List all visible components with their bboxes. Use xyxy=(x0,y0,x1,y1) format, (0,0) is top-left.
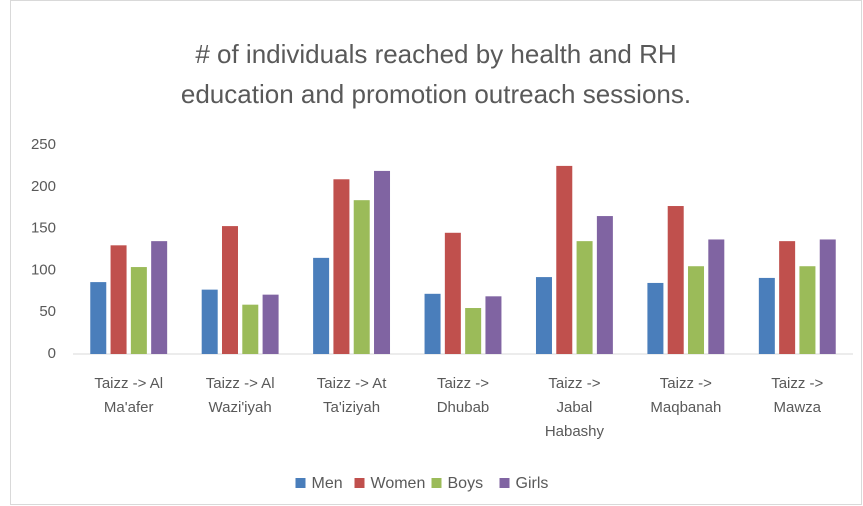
y-tick-label: 0 xyxy=(48,345,56,362)
bar xyxy=(313,257,330,354)
y-tick-label: 200 xyxy=(31,178,56,195)
bar xyxy=(465,308,482,354)
bar xyxy=(221,226,238,354)
bar xyxy=(647,282,664,354)
bar xyxy=(708,239,725,354)
legend-swatch xyxy=(431,478,442,488)
bar xyxy=(485,296,502,354)
bar xyxy=(424,293,441,354)
x-tick-label: Taizz -> Dhubab xyxy=(437,375,490,416)
y-tick-label: 100 xyxy=(31,261,56,278)
bar xyxy=(353,200,370,354)
bar xyxy=(90,282,107,354)
bar xyxy=(667,206,684,354)
bar xyxy=(110,245,127,354)
bar xyxy=(799,266,816,354)
bar xyxy=(333,179,350,354)
bar xyxy=(242,304,259,354)
bar xyxy=(556,165,573,354)
x-tick-label: Taizz -> Jabal Habashy xyxy=(545,375,605,440)
bar xyxy=(151,241,168,354)
bar xyxy=(374,170,391,354)
bar xyxy=(444,232,461,354)
bar xyxy=(130,267,147,354)
bar xyxy=(262,294,279,354)
x-tick-label: Taizz -> Maqbanah xyxy=(650,375,721,416)
legend-swatch xyxy=(354,478,365,488)
bar xyxy=(535,277,552,354)
y-tick-label: 150 xyxy=(31,220,56,237)
legend-label: Women xyxy=(371,475,426,492)
legend-swatch xyxy=(499,478,510,488)
bar xyxy=(688,266,705,354)
bar xyxy=(758,277,775,354)
x-tick-label: Taizz -> Mawza xyxy=(771,375,823,416)
bar xyxy=(819,239,836,354)
bar xyxy=(779,241,796,354)
x-tick-label: Taizz -> Al Wazi'iyah xyxy=(206,375,275,416)
bar xyxy=(576,241,593,354)
legend-swatch xyxy=(295,478,306,488)
chart-title: # of individuals reached by health and R… xyxy=(181,39,691,109)
x-tick-label: Taizz -> At Ta'iziyah xyxy=(317,375,387,416)
legend-label: Girls xyxy=(516,475,549,492)
y-tick-label: 250 xyxy=(31,136,56,153)
legend-label: Boys xyxy=(448,475,484,492)
bar xyxy=(596,216,613,354)
chart-frame xyxy=(10,0,862,505)
legend-label: Men xyxy=(312,475,343,492)
x-tick-label: Taizz -> Al Ma'afer xyxy=(94,375,163,416)
y-tick-label: 50 xyxy=(39,303,56,320)
bar xyxy=(201,289,218,354)
